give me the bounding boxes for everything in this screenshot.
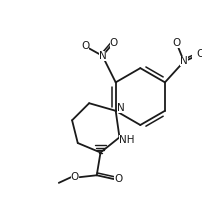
Text: O: O	[171, 37, 180, 48]
Text: O: O	[70, 172, 79, 182]
Text: N: N	[116, 103, 124, 113]
Text: NH: NH	[119, 135, 134, 145]
Text: O: O	[81, 41, 89, 51]
Text: O: O	[196, 49, 202, 59]
Text: N: N	[179, 56, 187, 67]
Text: O: O	[114, 174, 122, 184]
Text: O: O	[109, 37, 117, 48]
Text: N: N	[98, 51, 106, 61]
